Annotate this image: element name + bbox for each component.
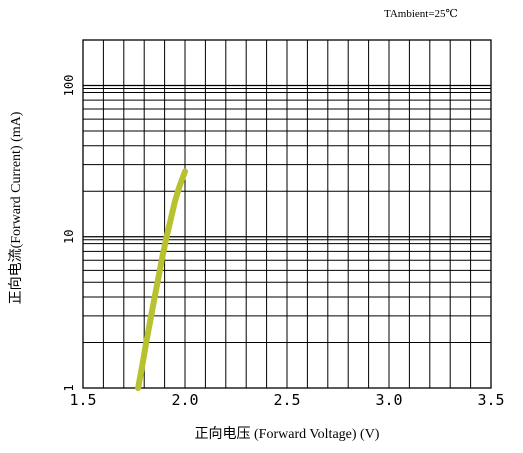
tick-labels: 1.5 2.0 2.5 3.0 3.5 1 10 100 [62, 75, 505, 409]
x-tick-label: 3.0 [375, 391, 402, 409]
x-tick-label: 2.5 [273, 391, 300, 409]
ambient-temperature-annotation: TAmbient=25℃ [384, 8, 458, 20]
series-layer [135, 168, 188, 391]
x-tick-label: 2.0 [171, 391, 198, 409]
x-tick-label: 3.5 [477, 391, 504, 409]
y-axis-label: 正向电流(Forward Current) (mA) [8, 111, 24, 304]
series-line-0 [135, 168, 188, 391]
y-tick-label: 1 [62, 384, 76, 391]
x-tick-label: 1.5 [69, 391, 96, 409]
y-tick-label: 10 [62, 230, 76, 244]
y-tick-label: 100 [62, 75, 76, 97]
plot-grid [82, 39, 492, 389]
x-axis-label: 正向电压 (Forward Voltage) (V) [195, 426, 380, 442]
